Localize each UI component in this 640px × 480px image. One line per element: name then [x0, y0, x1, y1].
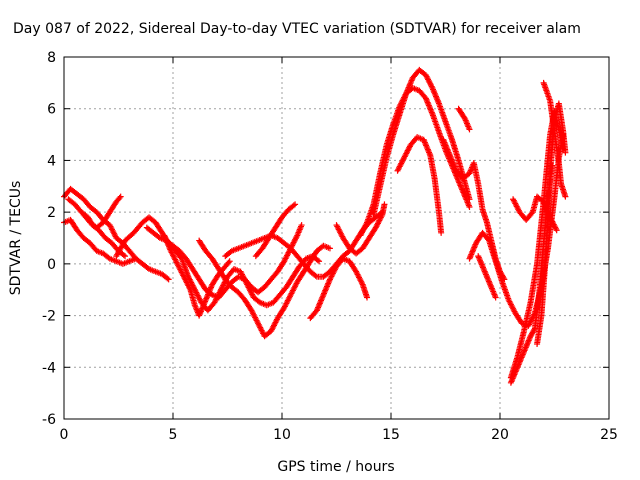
y-tick-label: 0 — [47, 257, 56, 273]
data-point-marker — [562, 193, 569, 200]
data-point-marker — [492, 294, 499, 301]
data-point-marker — [531, 326, 538, 333]
data-point-marker — [466, 203, 473, 210]
x-tick-label: 5 — [169, 427, 178, 443]
series-track-10 — [252, 201, 299, 260]
grid-lines — [64, 57, 609, 419]
data-point-marker — [132, 255, 139, 262]
data-point-marker — [562, 149, 569, 156]
data-point-marker — [314, 257, 321, 264]
series-track-6 — [143, 222, 305, 301]
tick-labels: 0 5 10 15 20 25 -6 -4 -2 0 2 4 6 8 — [42, 50, 618, 443]
x-tick-label: 0 — [60, 427, 69, 443]
series-track-17 — [455, 105, 473, 133]
data-point-marker — [316, 258, 323, 265]
data-point-marker — [381, 201, 388, 208]
data-point-marker — [364, 294, 371, 301]
series-track-14 — [370, 66, 473, 218]
chart-title: Day 087 of 2022, Sidereal Day-to-day VTE… — [13, 21, 581, 37]
data-point-marker — [292, 201, 299, 208]
data-point-marker — [164, 275, 171, 282]
data-point-marker — [116, 194, 123, 201]
series-track-15 — [394, 134, 445, 236]
y-tick-label: 4 — [47, 153, 56, 169]
data-point-marker — [122, 253, 129, 260]
series-track-24 — [510, 193, 560, 234]
x-tick-label: 20 — [491, 427, 509, 443]
data-point-marker — [225, 259, 232, 266]
x-axis-label: GPS time / hours — [277, 459, 394, 475]
y-tick-label: -2 — [42, 309, 56, 325]
data-point-marker — [438, 229, 445, 236]
y-tick-label: -4 — [42, 360, 56, 376]
series-track-12 — [333, 201, 388, 257]
x-tick-label: 10 — [273, 427, 291, 443]
y-tick-label: 6 — [47, 102, 56, 118]
series-track-19 — [475, 253, 499, 301]
y-axis-label: SDTVAR / TECUs — [8, 181, 24, 296]
data-point-marker — [298, 222, 305, 229]
series-track-16 — [440, 136, 508, 283]
series-track-8 — [196, 237, 333, 340]
y-tick-label: -6 — [42, 412, 56, 428]
series-track-23 — [540, 79, 569, 200]
series-track-11 — [307, 255, 371, 322]
data-point-marker — [165, 276, 172, 283]
y-tick-label: 2 — [47, 205, 56, 221]
axis-ticks — [63, 56, 610, 420]
data-point-marker — [117, 193, 124, 200]
data-markers — [61, 66, 569, 386]
series-track-22 — [534, 100, 569, 348]
data-point-marker — [312, 272, 319, 279]
plot-frame — [63, 56, 610, 420]
series-track-2 — [61, 216, 139, 267]
series-track-7 — [161, 232, 233, 319]
x-tick-label: 15 — [382, 427, 400, 443]
series-track-4 — [80, 193, 124, 231]
data-point-marker — [290, 202, 297, 209]
data-point-marker — [466, 126, 473, 133]
data-point-marker — [553, 227, 560, 234]
data-point-marker — [466, 196, 473, 203]
y-tick-label: 8 — [47, 50, 56, 66]
x-tick-label: 25 — [600, 427, 618, 443]
data-point-marker — [326, 245, 333, 252]
data-point-marker — [120, 252, 127, 259]
data-point-marker — [226, 258, 233, 265]
